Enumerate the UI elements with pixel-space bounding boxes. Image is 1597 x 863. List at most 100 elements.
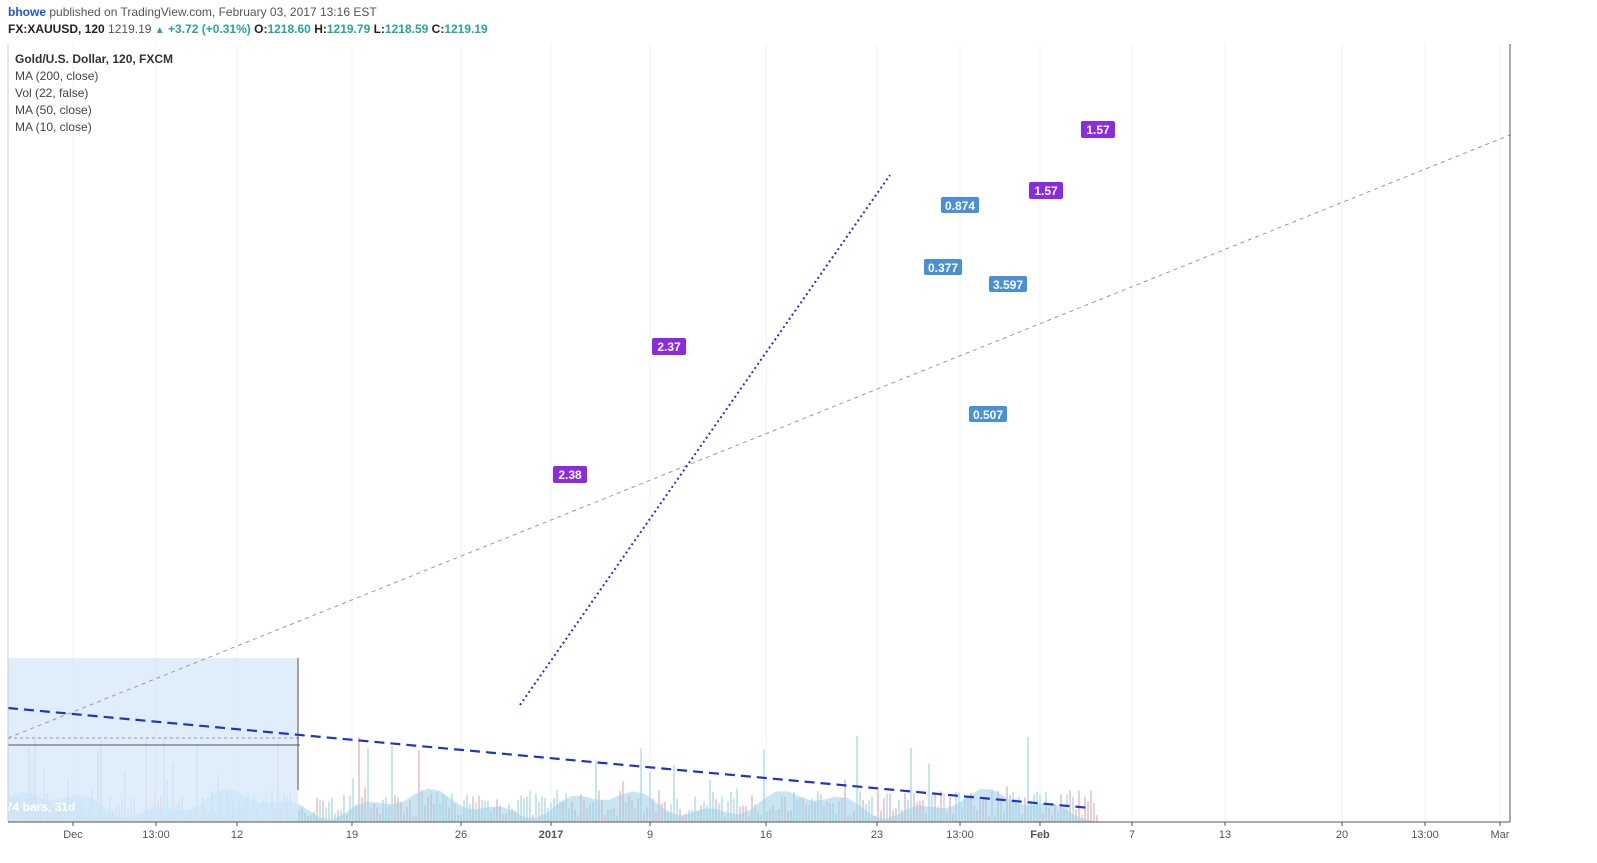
volume-bar bbox=[535, 793, 537, 822]
abcd-ratio-label: 1.57 bbox=[1034, 184, 1058, 198]
volume-bar bbox=[751, 795, 753, 822]
time-tick-label: 20 bbox=[1336, 829, 1348, 841]
volume-bar bbox=[517, 800, 519, 822]
volume-bar bbox=[328, 801, 330, 822]
range-zone bbox=[8, 658, 298, 822]
volume-bar bbox=[352, 778, 354, 822]
volume-bar bbox=[730, 791, 732, 822]
publish-info: bhowe published on TradingView.com, Febr… bbox=[8, 5, 377, 19]
volume-bar bbox=[1096, 815, 1098, 822]
legend-volume[interactable]: Vol (22, false) bbox=[15, 86, 89, 100]
volume-bar bbox=[1075, 809, 1077, 822]
time-tick-label: 16 bbox=[760, 829, 772, 841]
time-tick-label: 26 bbox=[455, 829, 467, 841]
up-arrow-icon: ▲ bbox=[154, 25, 165, 36]
volume-bar bbox=[1069, 790, 1071, 822]
abcd-ratio-badge bbox=[1081, 121, 1115, 138]
volume-bar bbox=[349, 795, 351, 822]
time-tick-label: Mar bbox=[1491, 829, 1510, 841]
volume-bar bbox=[898, 799, 900, 822]
close-value: 1219.19 bbox=[444, 22, 488, 36]
close-label: C: bbox=[431, 22, 445, 36]
low-value: 1218.59 bbox=[384, 22, 429, 36]
abcd-ratio-badge bbox=[553, 466, 587, 483]
time-tick-label: 12 bbox=[231, 829, 243, 841]
harmonic-patterns: XABCD0.8740.3770.5073.5972.372.381.571.5… bbox=[553, 121, 1115, 483]
volume-bar bbox=[418, 749, 420, 822]
volume-bar bbox=[886, 793, 888, 822]
symbol-label[interactable]: FX:XAUUSD, 120 bbox=[8, 22, 105, 36]
author-link[interactable]: bhowe bbox=[8, 5, 46, 19]
volume-bar bbox=[391, 746, 393, 822]
volume-bar bbox=[709, 780, 711, 822]
time-tick-label: 9 bbox=[647, 829, 653, 841]
volume-bar bbox=[1027, 736, 1029, 822]
open-label: O: bbox=[254, 22, 268, 36]
high-value: 1219.79 bbox=[326, 22, 371, 36]
volume-bar bbox=[763, 749, 765, 822]
legend-ma200[interactable]: MA (200, close) bbox=[15, 69, 99, 83]
volume-bar bbox=[337, 810, 339, 822]
low-label: L: bbox=[373, 22, 385, 36]
volume-bar bbox=[904, 792, 906, 822]
volume-bar bbox=[334, 813, 336, 822]
volume-bar bbox=[316, 797, 318, 822]
time-tick-label: 13:00 bbox=[142, 829, 170, 841]
trendlines bbox=[7, 134, 1511, 810]
volume-bar bbox=[856, 735, 858, 822]
volume-bar bbox=[883, 798, 885, 822]
volume-bar bbox=[520, 795, 522, 822]
abcd-ratio-label: 2.38 bbox=[558, 468, 582, 482]
volume-bar bbox=[541, 795, 543, 822]
price-chart[interactable]: 74 bars, 31d 0(1220.00)0.382(1180.49)0.5… bbox=[0, 40, 1597, 863]
harmonic-ratio-badge bbox=[941, 197, 979, 213]
volume-bar bbox=[877, 790, 879, 822]
volume-bar bbox=[673, 765, 675, 822]
volume-bar bbox=[694, 796, 696, 822]
time-tick-label: Dec bbox=[63, 829, 83, 841]
legend-title: Gold/U.S. Dollar, 120, FXCM bbox=[15, 52, 174, 66]
drawing-zones: 74 bars, 31d bbox=[6, 658, 298, 822]
volume-bar bbox=[322, 800, 324, 822]
volume-bar bbox=[880, 810, 882, 822]
volume-bar bbox=[676, 798, 678, 822]
volume-bar bbox=[871, 797, 873, 822]
volume-bar bbox=[325, 807, 327, 822]
legend-ma50[interactable]: MA (50, close) bbox=[15, 103, 92, 117]
axes: 1120.001125.001130.001135.001140.001145.… bbox=[7, 44, 1511, 841]
dashed-channel-line bbox=[7, 134, 1511, 739]
publish-text: published on TradingView.com, February 0… bbox=[49, 5, 377, 19]
harmonic-ratio-badge bbox=[924, 259, 962, 275]
price-change: +3.72 (+0.31%) bbox=[168, 22, 251, 36]
volume-bar bbox=[940, 791, 942, 822]
volume-bar bbox=[523, 798, 525, 822]
harmonic-ratio-label: 0.377 bbox=[928, 261, 958, 275]
volume-bar bbox=[712, 791, 714, 822]
last-price: 1219.19 bbox=[108, 22, 152, 36]
chart-header: bhowe published on TradingView.com, Febr… bbox=[0, 0, 1597, 40]
harmonic-ratio-badge bbox=[969, 406, 1007, 422]
volume-bar bbox=[868, 800, 870, 822]
open-value: 1218.60 bbox=[267, 22, 311, 36]
legend-ma10[interactable]: MA (10, close) bbox=[15, 120, 92, 134]
volume-bar bbox=[343, 794, 345, 822]
volume-bar bbox=[721, 796, 723, 822]
harmonic-ratio-badge bbox=[989, 276, 1027, 292]
abcd-ratio-badge bbox=[1029, 182, 1063, 199]
volume-bar bbox=[526, 796, 528, 822]
volume-bar bbox=[529, 790, 531, 822]
volume-bar bbox=[649, 772, 651, 822]
time-tick-label: 19 bbox=[346, 829, 358, 841]
time-tick-label: 2017 bbox=[539, 829, 563, 841]
volume-bar bbox=[358, 737, 360, 822]
time-tick-label: 13 bbox=[1219, 829, 1231, 841]
time-tick-label: 23 bbox=[871, 829, 883, 841]
volume-bar bbox=[928, 763, 930, 822]
volume-bar bbox=[331, 797, 333, 822]
harmonic-ratio-label: 0.507 bbox=[973, 408, 1003, 422]
volume-bar bbox=[736, 788, 738, 822]
symbol-ohlc: FX:XAUUSD, 120 1219.19 ▲ +3.72 (+0.31%) … bbox=[8, 22, 488, 36]
volume-bar bbox=[367, 748, 369, 822]
time-tick-label: Feb bbox=[1030, 829, 1050, 841]
harmonic-ratio-label: 0.874 bbox=[945, 199, 975, 213]
